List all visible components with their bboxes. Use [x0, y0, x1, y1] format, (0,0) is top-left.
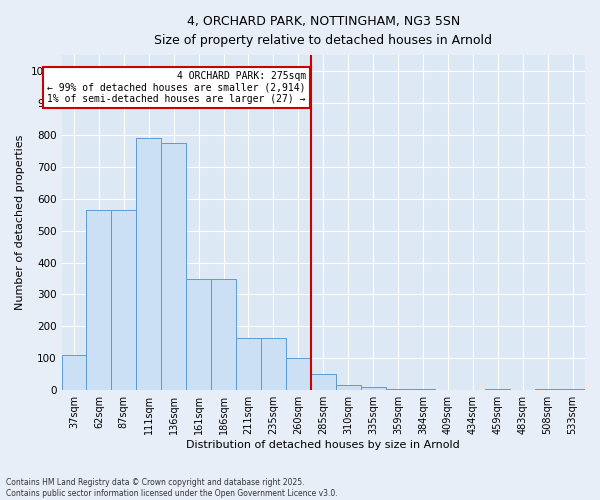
Bar	[261, 338, 286, 390]
Bar	[211, 278, 236, 390]
Bar	[186, 278, 211, 390]
Y-axis label: Number of detached properties: Number of detached properties	[15, 135, 25, 310]
Bar	[386, 388, 410, 390]
Text: Contains HM Land Registry data © Crown copyright and database right 2025.
Contai: Contains HM Land Registry data © Crown c…	[6, 478, 338, 498]
Bar	[286, 358, 311, 390]
X-axis label: Distribution of detached houses by size in Arnold: Distribution of detached houses by size …	[187, 440, 460, 450]
Text: 4 ORCHARD PARK: 275sqm
← 99% of detached houses are smaller (2,914)
1% of semi-d: 4 ORCHARD PARK: 275sqm ← 99% of detached…	[47, 71, 306, 104]
Bar	[62, 355, 86, 390]
Bar	[311, 374, 336, 390]
Title: 4, ORCHARD PARK, NOTTINGHAM, NG3 5SN
Size of property relative to detached house: 4, ORCHARD PARK, NOTTINGHAM, NG3 5SN Siz…	[154, 15, 492, 47]
Bar	[560, 388, 585, 390]
Bar	[86, 210, 112, 390]
Bar	[485, 388, 510, 390]
Bar	[136, 138, 161, 390]
Bar	[336, 386, 361, 390]
Bar	[361, 387, 386, 390]
Bar	[112, 210, 136, 390]
Bar	[410, 388, 436, 390]
Bar	[535, 388, 560, 390]
Bar	[236, 338, 261, 390]
Bar	[161, 143, 186, 390]
